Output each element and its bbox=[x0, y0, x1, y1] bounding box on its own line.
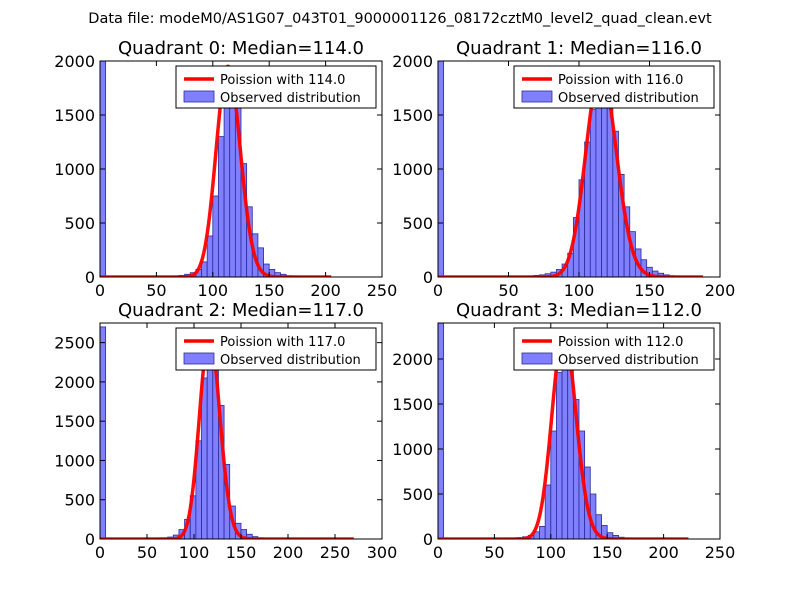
x-tick-label: 50 bbox=[146, 281, 166, 300]
histogram-bar bbox=[201, 377, 208, 539]
y-tick-label: 500 bbox=[64, 491, 95, 510]
x-tick-label: 50 bbox=[484, 543, 504, 562]
plot-frame bbox=[437, 322, 721, 540]
legend: Poission with 116.0 Observed distribution bbox=[513, 65, 715, 109]
x-tick-label: 150 bbox=[226, 543, 257, 562]
y-tick-label: 2000 bbox=[54, 373, 95, 392]
poisson-fit-line bbox=[100, 64, 332, 277]
quadrant-panels: 0 50 100 150 200 2500500100015002000Quadrant … bbox=[54, 38, 735, 562]
legend-hist-label: Observed distribution bbox=[220, 91, 361, 106]
y-tick-label: 1000 bbox=[392, 440, 433, 459]
x-tick-label: 150 bbox=[254, 281, 285, 300]
legend-hist-label: Observed distribution bbox=[558, 91, 699, 106]
legend-hist-swatch bbox=[521, 352, 553, 365]
x-tick-label: 200 bbox=[273, 543, 304, 562]
x-tick-label: 200 bbox=[648, 543, 679, 562]
histogram-bar bbox=[539, 526, 546, 539]
chart-quadrant-3: 0 50 100 150 200 250 0 500 1000 1500 2000 Quadrant … bbox=[392, 300, 735, 562]
legend: Poission with 112.0 Observed distribution bbox=[513, 327, 715, 371]
figure-suptitle: Data file: modeM0/AS1G07_043T01_90000011… bbox=[88, 11, 712, 27]
y-tick-label: 2000 bbox=[392, 52, 433, 71]
histogram-bar bbox=[100, 61, 107, 277]
x-tick-label: 250 bbox=[367, 281, 398, 300]
x-tick-label: 0 bbox=[95, 281, 105, 300]
y-tick-label: 500 bbox=[64, 214, 95, 233]
x-tick-label: 50 bbox=[498, 281, 518, 300]
y-tick-label: 500 bbox=[402, 214, 433, 233]
histogram-bar bbox=[601, 525, 608, 539]
y-tick-label: 0 bbox=[423, 268, 433, 287]
histogram-bar bbox=[561, 340, 569, 539]
y-tick-label: 1500 bbox=[54, 412, 95, 431]
x-tick-label: 50 bbox=[137, 543, 157, 562]
x-tick-label: 300 bbox=[367, 543, 398, 562]
y-tick-label: 0 bbox=[85, 268, 95, 287]
histogram-bar bbox=[223, 82, 231, 277]
x-tick-label: 100 bbox=[198, 281, 229, 300]
y-tick-label: 1500 bbox=[392, 106, 433, 125]
histogram-bar bbox=[438, 323, 445, 539]
y-tick-label: 1000 bbox=[54, 451, 95, 470]
chart-title: Quadrant 1: Median=116.0 bbox=[456, 38, 702, 59]
y-tick-label: 1000 bbox=[392, 160, 433, 179]
histogram-bar bbox=[206, 350, 214, 539]
plot-data bbox=[438, 61, 704, 277]
x-tick-label: 100 bbox=[536, 543, 567, 562]
legend-hist-label: Observed distribution bbox=[220, 353, 361, 368]
histogram-bar bbox=[595, 82, 602, 277]
x-tick-label: 250 bbox=[705, 543, 736, 562]
x-tick-label: 200 bbox=[310, 281, 341, 300]
legend-hist-label: Observed distribution bbox=[558, 353, 699, 368]
y-tick-label: 0 bbox=[85, 530, 95, 549]
y-tick-label: 0 bbox=[423, 530, 433, 549]
legend-fit-label: Poission with 117.0 bbox=[220, 335, 345, 350]
chart-title: Quadrant 2: Median=117.0 bbox=[118, 300, 364, 321]
x-tick-label: 150 bbox=[634, 281, 665, 300]
histogram-bar bbox=[218, 136, 225, 277]
legend: Poission with 114.0 Observed distribution bbox=[175, 65, 377, 109]
x-tick-label: 0 bbox=[433, 281, 443, 300]
x-tick-label: 0 bbox=[95, 543, 105, 562]
y-tick-label: 1000 bbox=[54, 160, 95, 179]
chart-quadrant-2: 0 50 100 150 200 250 300 0 500 1000 1500 2000 2500 Qu… bbox=[54, 300, 397, 562]
poisson-fit-line bbox=[100, 333, 355, 539]
x-tick-label: 0 bbox=[433, 543, 443, 562]
x-tick-label: 150 bbox=[592, 543, 623, 562]
histogram-bar bbox=[550, 430, 557, 539]
histogram-bar bbox=[100, 326, 107, 539]
histogram-bar bbox=[556, 372, 563, 539]
legend: Poission with 117.0 Observed distribution bbox=[175, 327, 377, 371]
chart-title: Quadrant 3: Median=112.0 bbox=[456, 300, 702, 321]
legend-fit-label: Poission with 116.0 bbox=[558, 73, 683, 88]
legend-hist-swatch bbox=[183, 90, 215, 103]
legend-fit-label: Poission with 112.0 bbox=[558, 335, 683, 350]
chart-quadrant-0: 0 50 100 150 200 250 0 500 1000 1500 2000 Quadrant … bbox=[54, 38, 397, 300]
y-tick-label: 2000 bbox=[54, 52, 95, 71]
histogram-bar bbox=[206, 235, 214, 277]
y-tick-label: 2000 bbox=[392, 350, 433, 369]
legend-fit-label: Poission with 114.0 bbox=[220, 73, 345, 88]
x-tick-label: 100 bbox=[564, 281, 595, 300]
y-tick-label: 1500 bbox=[392, 395, 433, 414]
histogram-bar bbox=[589, 109, 597, 277]
plot-data bbox=[100, 326, 355, 539]
x-tick-label: 100 bbox=[179, 543, 210, 562]
legend-hist-swatch bbox=[521, 90, 553, 103]
y-tick-label: 2500 bbox=[54, 334, 95, 353]
chart-title: Quadrant 0: Median=114.0 bbox=[118, 38, 364, 59]
y-tick-label: 1500 bbox=[54, 106, 95, 125]
legend-hist-swatch bbox=[183, 352, 215, 365]
histogram-bar bbox=[212, 195, 219, 277]
y-tick-label: 500 bbox=[402, 485, 433, 504]
x-tick-label: 200 bbox=[705, 281, 736, 300]
x-tick-label: 250 bbox=[320, 543, 351, 562]
histogram-bar bbox=[544, 484, 552, 539]
